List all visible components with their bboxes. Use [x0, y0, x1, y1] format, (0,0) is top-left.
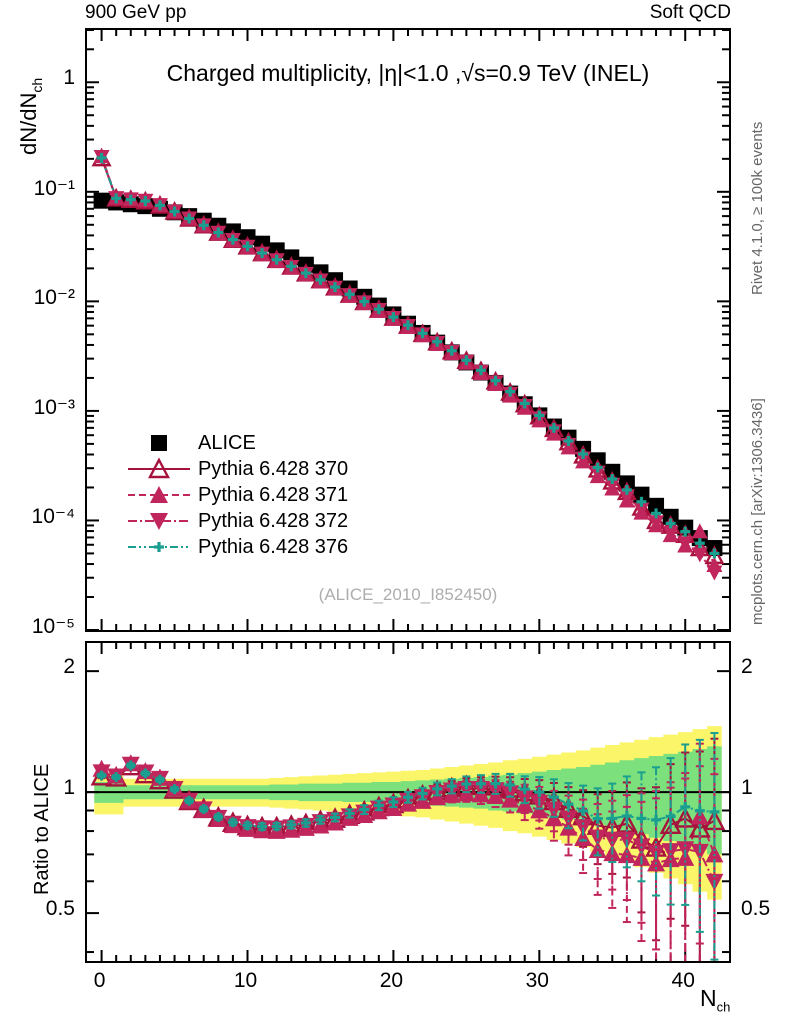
beam-label: 900 GeV pp [85, 2, 187, 23]
rivet-version-text: Rivet 4.1.0, ≥ 100k events [749, 122, 766, 295]
main-plot-panel [85, 28, 731, 632]
main-y-tick-3: 10⁻³ [33, 395, 75, 419]
main-y-axis-title: dN/dNch [16, 78, 45, 155]
ratio-y-tick-right-0: 2 [741, 655, 753, 679]
ratio-y-axis-title-text: Ratio to ALICE [31, 764, 53, 895]
legend-key-filled-triangle-up-icon [128, 482, 190, 508]
main-y-tick-5: 10⁻⁵ [31, 615, 75, 638]
legend-label-3: Pythia 6.428 372 [198, 509, 349, 532]
ratio-plot-panel [85, 641, 731, 963]
main-y-tick-0: 1 [63, 66, 75, 90]
legend-item-2[interactable]: Pythia 6.428 371 [128, 482, 428, 508]
legend-item-1[interactable]: Pythia 6.428 370 [128, 456, 428, 482]
x-tick-1: 10 [233, 969, 258, 992]
process-label: Soft QCD [649, 2, 731, 23]
ratio-plot-canvas [87, 643, 729, 961]
analysis-watermark: (ALICE_2010_I852450) [318, 585, 498, 604]
legend-key-filled-triangle-down-icon [128, 508, 190, 534]
ratio-y-axis-title: Ratio to ALICE [31, 764, 53, 895]
mcplots-reference-label: mcplots.cern.ch [arXiv:1306.3436] [749, 398, 766, 625]
x-tick-3: 30 [525, 969, 549, 992]
y-axis-title-text: dN/dN [16, 93, 41, 155]
mcplots-reference-text: mcplots.cern.ch [arXiv:1306.3436] [749, 398, 766, 625]
ratio-y-tick-right-2: 0.5 [741, 897, 771, 921]
legend: ALICE Pythia 6.428 370 Pythia 6.428 371 Pyt… [128, 430, 428, 560]
legend-label-2: Pythia 6.428 371 [198, 483, 349, 506]
main-y-tick-2: 10⁻² [33, 286, 75, 310]
legend-label-0: ALICE [198, 431, 256, 454]
main-plot-canvas [87, 30, 729, 630]
svg-text:dN/dNch: dN/dNch [16, 78, 45, 155]
main-y-tick-4: 10⁻⁴ [31, 505, 75, 529]
x-tick-4: 40 [671, 969, 695, 992]
x-tick-2: 20 [379, 969, 404, 992]
legend-label-1: Pythia 6.428 370 [198, 457, 349, 480]
x-axis-title-sub: ch [716, 999, 731, 1015]
main-y-tick-1: 10⁻¹ [33, 176, 75, 200]
legend-item-4[interactable]: Pythia 6.428 376 [128, 534, 428, 560]
rivet-version-label: Rivet 4.1.0, ≥ 100k events [749, 122, 766, 295]
legend-key-cross-icon [128, 534, 190, 560]
ratio-y-tick-left-0: 2 [63, 655, 75, 679]
legend-item-3[interactable]: Pythia 6.428 372 [128, 508, 428, 534]
plot-title: Charged multiplicity, |η|<1.0 ,√s=0.9 Te… [166, 60, 650, 86]
x-axis-title: Nch [700, 985, 730, 1015]
ratio-y-tick-right-1: 1 [741, 776, 753, 800]
legend-item-0[interactable]: ALICE [128, 430, 428, 456]
legend-label-4: Pythia 6.428 376 [198, 535, 349, 558]
ratio-y-tick-left-1: 1 [63, 776, 75, 800]
legend-key-open-triangle-up-icon [128, 456, 190, 482]
legend-key-filled-square-icon [128, 430, 190, 456]
x-tick-0: 0 [93, 969, 106, 992]
ratio-y-tick-left-2: 0.5 [45, 897, 75, 921]
figure-header: 900 GeV pp Soft QCD [85, 2, 731, 26]
x-axis-title-text: N [700, 985, 717, 1011]
y-axis-title-sub: ch [29, 78, 45, 93]
